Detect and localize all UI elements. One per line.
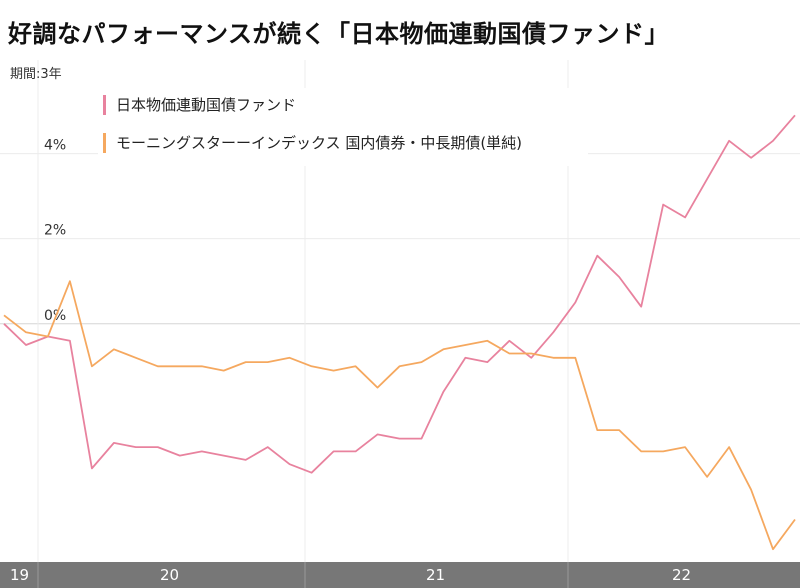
series-line-1 xyxy=(3,280,796,551)
legend-label: モーニングスターーインデックス 国内債券・中長期債(単純) xyxy=(116,134,522,152)
y-tick-label: 4% xyxy=(44,138,66,154)
legend-swatch xyxy=(103,95,106,115)
page-title: 好調なパフォーマンスが続く「日本物価連動国債ファンド」 xyxy=(8,20,670,48)
y-tick-label: 2% xyxy=(44,223,66,239)
series-lines xyxy=(3,114,796,551)
chart-container: 19 20 21 22 4% 2% 0% 期間:3年 日本物価連動国債ファンドモーニングス… xyxy=(0,60,800,588)
x-axis-ticks: 19 20 21 22 xyxy=(10,562,691,588)
y-axis-ticks: 4% 2% 0% xyxy=(44,138,66,324)
legend-background xyxy=(98,88,588,166)
x-tick-label: 22 xyxy=(672,566,691,584)
legend-swatch xyxy=(103,133,106,153)
x-tick-label: 20 xyxy=(160,566,179,584)
y-tick-label: 0% xyxy=(44,308,66,324)
x-axis-band xyxy=(0,562,800,588)
period-label: 期間:3年 xyxy=(10,67,62,82)
legend-label: 日本物価連動国債ファンド xyxy=(116,96,296,114)
x-tick-label: 21 xyxy=(426,566,445,584)
x-tick-label: 19 xyxy=(10,566,29,584)
line-chart: 19 20 21 22 4% 2% 0% 期間:3年 日本物価連動国債ファンドモーニングス… xyxy=(0,60,800,588)
series-line-0 xyxy=(3,114,796,474)
